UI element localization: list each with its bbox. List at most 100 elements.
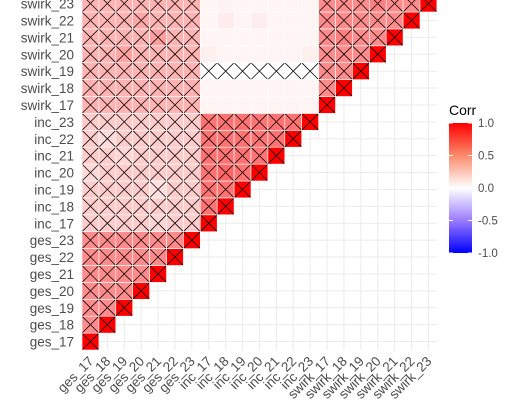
- insignificant-cross-mark: [149, 147, 167, 164]
- y-tick-label: swirk_18: [21, 81, 74, 96]
- heatmap-cell: [115, 0, 134, 13]
- insignificant-cross-mark: [132, 0, 150, 12]
- insignificant-cross-mark: [183, 12, 201, 29]
- y-tick-label: swirk_21: [21, 30, 74, 45]
- heatmap-cell: [284, 11, 302, 30]
- insignificant-cross-mark: [183, 46, 201, 63]
- insignificant-cross-mark: [352, 62, 370, 80]
- insignificant-cross-mark: [217, 62, 234, 80]
- insignificant-cross-mark: [318, 62, 336, 80]
- legend-tick-label: 0.5: [478, 151, 494, 163]
- y-tick-label: inc_22: [34, 132, 74, 147]
- insignificant-cross-mark: [183, 0, 201, 12]
- legend-tick-label: 0.0: [478, 183, 494, 195]
- heatmap-cell: [385, 0, 404, 13]
- insignificant-cross-mark: [369, 12, 386, 29]
- insignificant-cross-mark: [149, 0, 167, 12]
- insignificant-cross-mark: [420, 0, 437, 12]
- insignificant-cross-mark: [82, 96, 99, 114]
- heatmap-cell: [166, 0, 184, 13]
- insignificant-cross-mark: [116, 96, 133, 114]
- insignificant-cross-mark: [149, 46, 167, 63]
- insignificant-cross-mark: [149, 29, 167, 46]
- insignificant-cross-mark: [116, 130, 133, 147]
- insignificant-cross-mark: [217, 164, 234, 181]
- insignificant-cross-mark: [166, 0, 184, 12]
- insignificant-cross-mark: [183, 181, 201, 198]
- insignificant-cross-mark: [149, 62, 167, 80]
- insignificant-cross-mark: [166, 181, 184, 198]
- legend-ticks: 1.0 0.5 0.0 -0.5 -1.0: [449, 118, 498, 260]
- insignificant-cross-mark: [183, 130, 201, 147]
- y-tick-label: swirk_20: [21, 47, 74, 62]
- y-tick-label: swirk_23: [21, 0, 74, 12]
- insignificant-cross-mark: [166, 248, 184, 266]
- heatmap-cell: [267, 45, 286, 63]
- insignificant-cross-mark: [132, 79, 150, 97]
- insignificant-cross-mark: [251, 164, 268, 181]
- insignificant-cross-mark: [82, 215, 99, 232]
- heatmap-cell: [200, 45, 218, 63]
- insignificant-cross-mark: [268, 130, 285, 147]
- legend: Corr 1.0 0.5 0.0 -0.5 -1.0: [449, 102, 498, 260]
- insignificant-cross-mark: [183, 96, 201, 114]
- insignificant-cross-mark: [116, 12, 133, 29]
- y-tick-label: inc_17: [34, 216, 74, 231]
- insignificant-cross-mark: [149, 79, 167, 97]
- insignificant-cross-mark: [149, 265, 167, 283]
- insignificant-cross-mark: [183, 147, 201, 164]
- insignificant-cross-mark: [335, 0, 353, 12]
- insignificant-cross-mark: [149, 248, 167, 266]
- insignificant-cross-mark: [149, 198, 167, 215]
- heatmap-cell: [368, 0, 387, 13]
- heatmap-cell: [284, 0, 302, 13]
- y-tick-label: ges_22: [30, 250, 74, 265]
- insignificant-cross-mark: [99, 231, 116, 249]
- insignificant-cross-mark: [234, 164, 251, 181]
- heatmap-cell: [233, 45, 252, 63]
- insignificant-cross-mark: [183, 62, 201, 80]
- insignificant-cross-mark: [132, 147, 150, 164]
- heatmap-cell: [216, 79, 235, 97]
- insignificant-cross-mark: [369, 29, 386, 46]
- insignificant-cross-mark: [116, 265, 133, 283]
- heatmap-cell: [267, 96, 286, 114]
- heatmap-cell: [183, 0, 201, 13]
- insignificant-cross-mark: [99, 62, 116, 80]
- heatmap-cell: [301, 11, 319, 30]
- heatmap-cell: [200, 0, 218, 13]
- y-tick-label: ges_17: [30, 335, 74, 350]
- insignificant-cross-mark: [99, 316, 116, 333]
- insignificant-cross-mark: [251, 62, 268, 80]
- heatmap-cell: [250, 79, 269, 97]
- heatmap-cell: [318, 0, 336, 13]
- insignificant-cross-mark: [183, 215, 201, 232]
- insignificant-cross-mark: [99, 79, 116, 97]
- y-tick-label: ges_21: [30, 267, 74, 282]
- insignificant-cross-mark: [352, 12, 370, 29]
- insignificant-cross-mark: [352, 0, 370, 12]
- insignificant-cross-mark: [116, 248, 133, 266]
- insignificant-cross-mark: [234, 113, 251, 131]
- insignificant-cross-mark: [99, 46, 116, 63]
- insignificant-cross-mark: [318, 96, 336, 114]
- insignificant-cross-mark: [301, 62, 319, 80]
- insignificant-cross-mark: [166, 147, 184, 164]
- insignificant-cross-mark: [116, 79, 133, 97]
- heatmap-cell: [335, 0, 353, 13]
- insignificant-cross-mark: [183, 29, 201, 46]
- insignificant-cross-mark: [166, 96, 184, 114]
- insignificant-cross-mark: [149, 113, 167, 131]
- insignificant-cross-mark: [82, 62, 99, 80]
- insignificant-cross-mark: [82, 333, 99, 350]
- insignificant-cross-mark: [116, 0, 133, 12]
- legend-colorbar: [449, 123, 472, 253]
- insignificant-cross-mark: [132, 62, 150, 80]
- heatmap-cell: [284, 28, 302, 47]
- heatmap-cell: [284, 96, 302, 114]
- insignificant-cross-mark: [318, 29, 336, 46]
- insignificant-cross-mark: [217, 147, 234, 164]
- y-tick-label: swirk_17: [21, 98, 74, 113]
- insignificant-cross-mark: [166, 29, 184, 46]
- insignificant-cross-mark: [82, 147, 99, 164]
